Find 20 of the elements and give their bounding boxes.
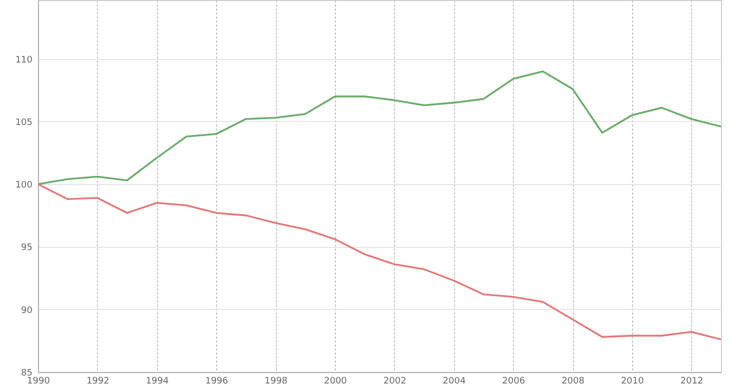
x-tick-label: 1998 xyxy=(264,376,288,386)
y-tick-label: 110 xyxy=(15,55,33,66)
line-series xyxy=(38,70,721,186)
x-tick-label: 2008 xyxy=(562,376,585,386)
y-tick-label: 100 xyxy=(15,180,33,191)
x-tick-label: 1992 xyxy=(86,376,110,386)
y-tick-label: 105 xyxy=(15,118,32,128)
x-tick-label: 2004 xyxy=(442,376,466,386)
x-tick-label: 1990 xyxy=(27,376,50,386)
x-tick-label: 1996 xyxy=(205,376,228,386)
x-tick-label: 2010 xyxy=(620,376,644,386)
x-tick-label: 1994 xyxy=(146,376,170,386)
line-series xyxy=(38,183,721,340)
y-tick-label: 85 xyxy=(21,368,32,378)
x-tick-label: 2012 xyxy=(680,376,704,386)
y-tick-label: 90 xyxy=(21,306,33,316)
y-tick-label: 95 xyxy=(21,243,32,254)
x-tick-label: 2000 xyxy=(324,376,348,386)
x-tick-label: 2006 xyxy=(502,376,526,386)
x-tick-label: 2002 xyxy=(383,376,406,386)
